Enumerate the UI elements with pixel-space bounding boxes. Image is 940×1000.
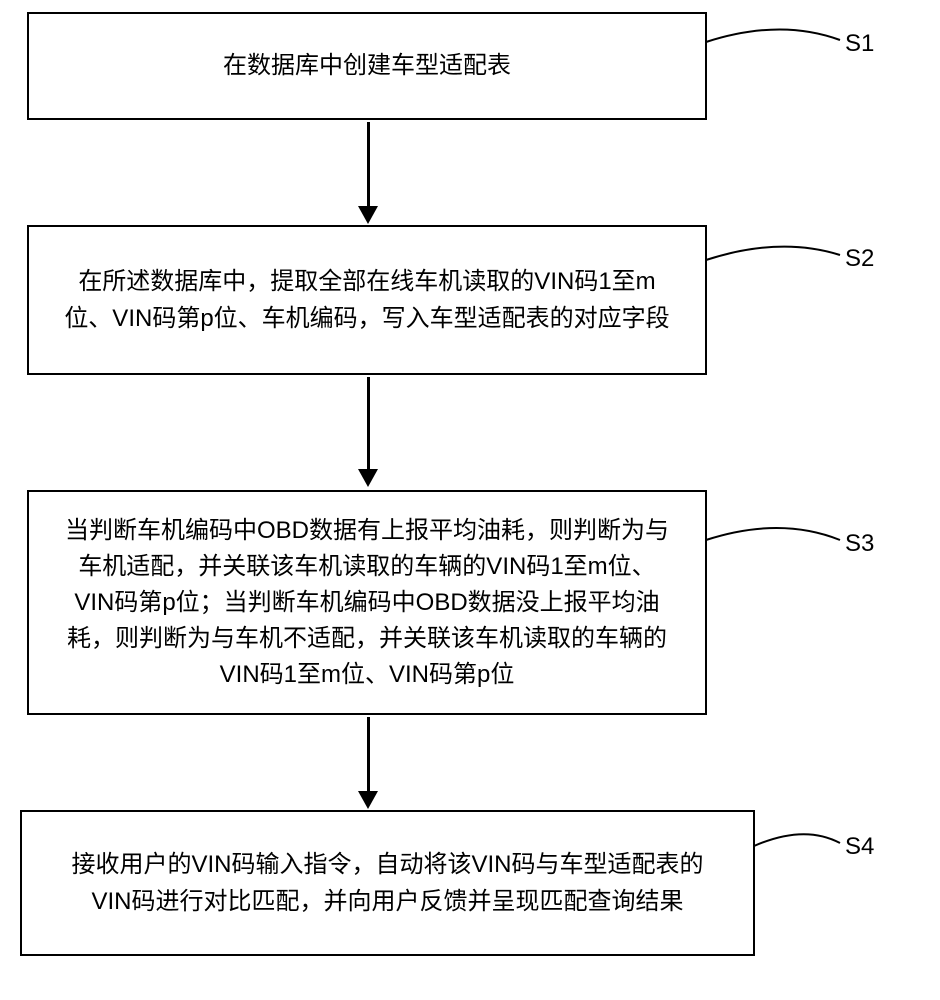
connector-s4 [0,0,940,900]
label-s4: S4 [845,833,874,861]
